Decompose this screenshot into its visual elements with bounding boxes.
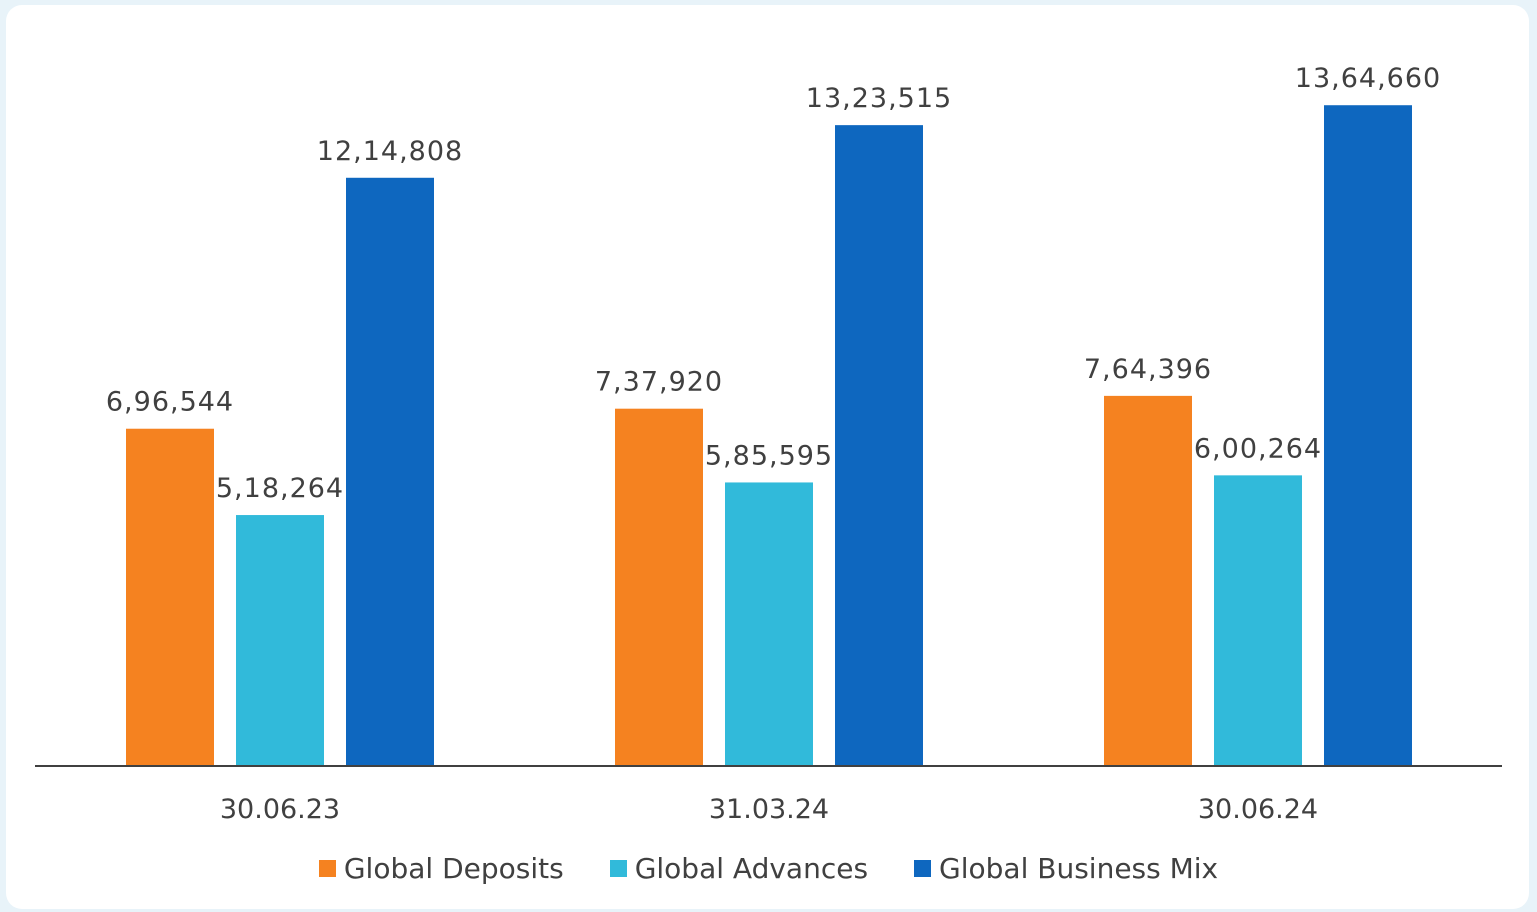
bar-3-2	[835, 125, 923, 766]
x-tick-label-3: 30.06.24	[1198, 794, 1318, 825]
x-tick-label-1: 30.06.23	[220, 794, 340, 825]
bar-3-3	[1324, 105, 1412, 766]
legend: Global Deposits Global Advances Global Bus…	[0, 848, 1537, 888]
data-label-3-1: 12,14,808	[317, 136, 463, 167]
legend-label-2: Global Advances	[634, 851, 869, 885]
legend-swatch-2	[609, 859, 627, 877]
legend-swatch-3	[914, 859, 932, 877]
bar-1-1	[126, 428, 214, 766]
legend-swatch-1	[318, 859, 336, 877]
bar-2-2	[725, 482, 813, 766]
data-label-1-3: 7,64,396	[1084, 354, 1212, 385]
data-label-3-2: 13,23,515	[806, 83, 952, 114]
data-label-3-3: 13,64,660	[1295, 63, 1441, 94]
bar-1-3	[1104, 395, 1192, 766]
legend-item-3: Global Business Mix	[914, 852, 1218, 885]
legend-item-1: Global Deposits	[318, 851, 564, 885]
data-label-1-1: 6,96,544	[106, 387, 234, 418]
data-labels-layer: 6,96,544 5,18,264 12,14,808 7,37,920 5,85,59…	[106, 63, 1441, 504]
bars-layer	[126, 105, 1412, 767]
bar-1-2	[615, 408, 703, 766]
data-label-1-2: 7,37,920	[595, 367, 723, 398]
data-label-2-3: 6,00,264	[1194, 433, 1322, 464]
legend-label-3: Global Business Mix	[939, 851, 1219, 885]
bar-2-3	[1214, 475, 1302, 766]
x-tick-labels: 30.06.23 31.03.24 30.06.24	[220, 794, 1318, 825]
data-label-2-1: 5,18,264	[216, 473, 344, 504]
legend-item-2: Global Advances	[609, 851, 869, 885]
bar-2-1	[236, 515, 324, 766]
data-label-2-2: 5,85,595	[705, 440, 833, 471]
bar-3-1	[346, 177, 434, 767]
legend-label-1: Global Deposits	[343, 851, 564, 885]
x-tick-label-2: 31.03.24	[709, 794, 829, 825]
